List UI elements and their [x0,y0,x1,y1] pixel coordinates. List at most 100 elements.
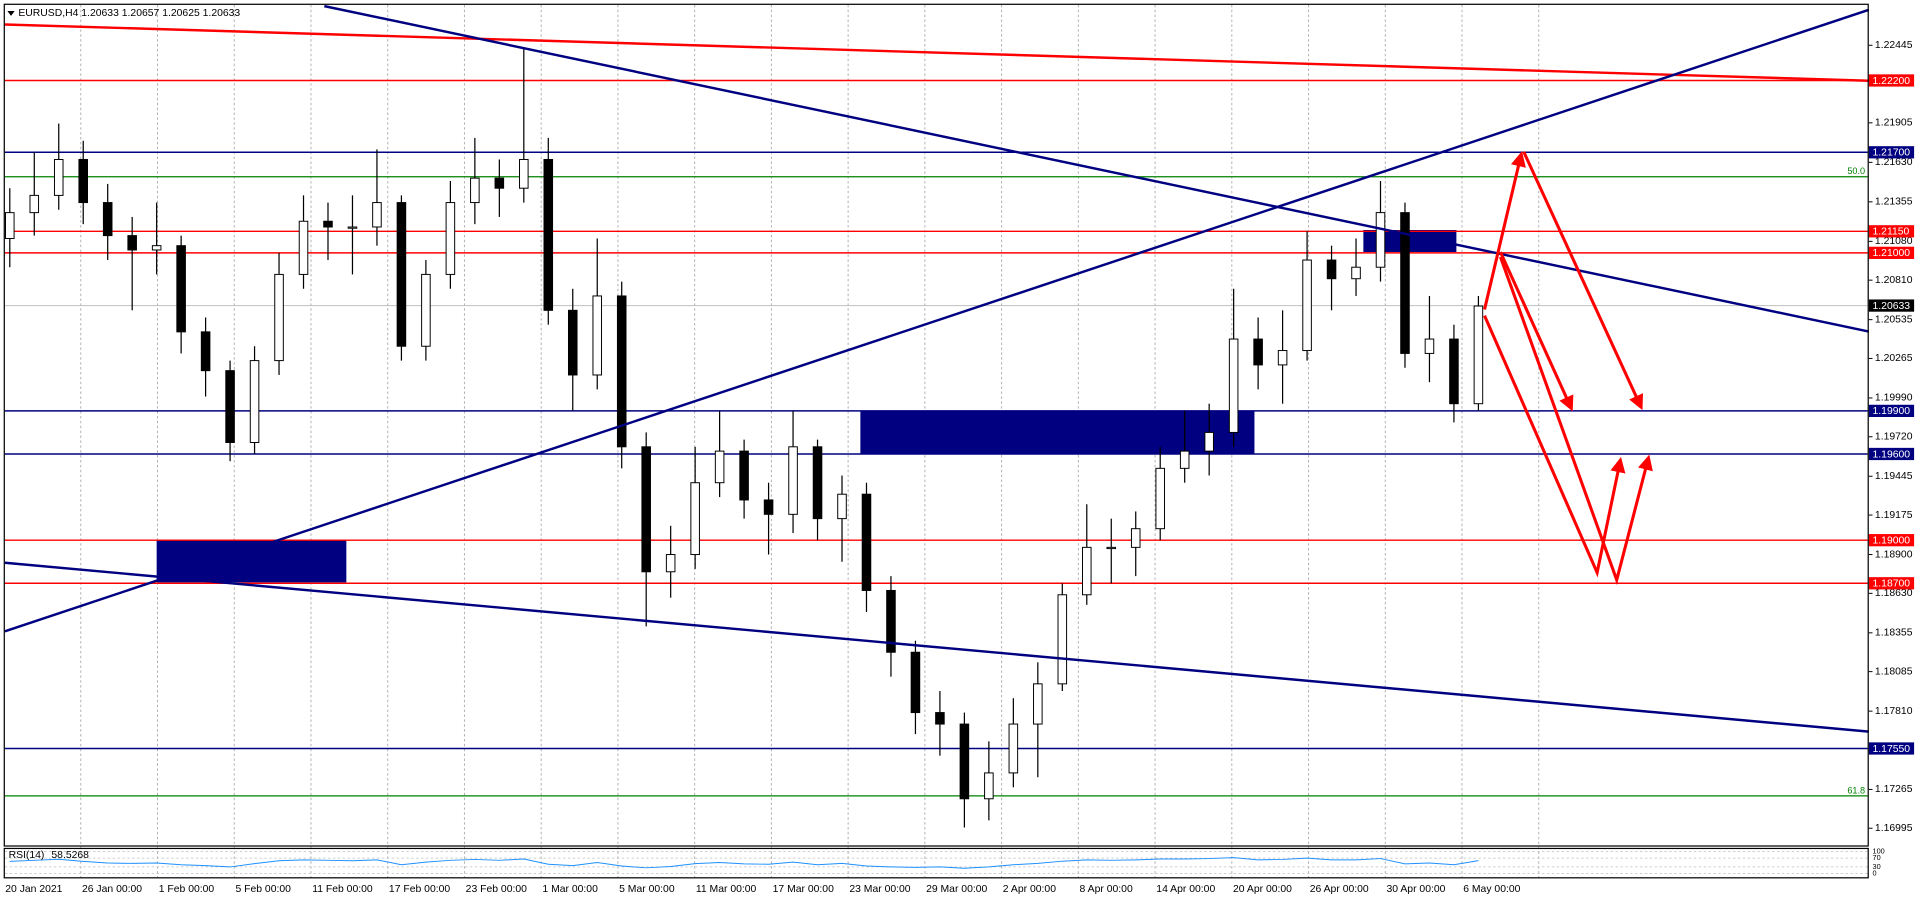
level-tag [1868,742,1915,755]
candle-body [935,712,945,725]
candle-body [29,194,40,214]
level-label: 1.17550 [1872,744,1910,755]
fib-label: 61.8 [1847,785,1865,795]
y-tick-label: 1.20265 [1875,353,1913,364]
level-label: 1.18700 [1872,579,1910,590]
x-tick-label: 8 Apr 00:00 [1080,884,1133,895]
forecast-arrows [1483,151,1653,586]
fib-label: 50.0 [1847,166,1865,176]
supply-zone [1363,230,1457,253]
levels: 50.0 61.8 [4,79,1868,797]
plot-frame [3,3,1869,847]
candle-body [470,177,480,204]
x-tick-label: 6 May 00:00 [1463,884,1520,895]
current-price-tag [1868,299,1915,312]
demand-zone [860,411,1255,454]
y-tick-label: 1.21080 [1875,236,1913,247]
x-tick-label: 30 Apr 00:00 [1387,884,1446,895]
current-price-label: 1.20633 [1872,301,1910,312]
rsi-name: RSI(14) [9,850,45,861]
candle-body [567,309,578,376]
candle-body [616,295,627,448]
level-tag [1868,146,1915,159]
x-tick-label: 20 Apr 00:00 [1233,884,1292,895]
rsi-tick-label: 0 [1872,868,1876,877]
level-label: 1.21000 [1872,248,1910,259]
candle-body [665,554,676,573]
candle-body [176,245,186,333]
candle-body [200,331,211,372]
x-tick-label: 14 Apr 00:00 [1156,884,1215,895]
y-tick-label: 1.19990 [1875,393,1913,404]
candle-body [445,202,456,275]
candle-body [1253,338,1263,366]
rsi-frame [3,847,1869,879]
candle-body [641,446,651,573]
y-tick-label: 1.21355 [1875,197,1913,208]
x-tick-label: 1 Mar 00:00 [542,884,598,895]
candles [5,47,1484,828]
level-label: 1.22200 [1872,76,1910,87]
candle-body [1375,212,1386,268]
candle-body [102,202,113,237]
candle-body [396,202,407,347]
x-tick-label: 23 Mar 00:00 [849,884,910,895]
candle-body [763,499,774,515]
candle-body [861,493,872,591]
candle-body [1228,338,1239,433]
candle-body [690,482,700,556]
y-tick-label: 1.18900 [1875,549,1913,560]
trendline [4,561,1869,733]
arrow [1483,151,1526,310]
menu-icon[interactable] [7,11,15,16]
level-tag [1868,534,1915,547]
candle-body [78,158,88,204]
rsi-value: 58.5268 [51,850,89,861]
candle-body [1351,266,1361,280]
candle-body [1057,594,1068,685]
candle-body [959,723,970,800]
x-tick-label: 20 Jan 2021 [5,884,62,895]
y-tick-label: 1.18085 [1875,666,1913,677]
candle-body [421,273,431,347]
candle-body [1400,212,1410,354]
y-tick-label: 1.19720 [1875,431,1913,442]
candle-body [1082,546,1092,596]
y-tick-label: 1.17265 [1875,784,1913,795]
candle-body [298,220,309,275]
arrow [1499,251,1574,412]
candle-body [1424,338,1435,354]
level-tag [1868,577,1915,590]
candle-body [151,245,162,251]
candle-body [739,450,749,501]
arrow [1483,315,1626,578]
x-tick-label: 17 Mar 00:00 [773,884,834,895]
x-tick-label: 17 Feb 00:00 [389,884,450,895]
y-tick-label: 1.20810 [1875,275,1913,286]
demand-zone [156,539,347,583]
y-tick-label: 1.18355 [1875,628,1913,639]
candle-body [127,235,137,251]
x-tick-label: 5 Feb 00:00 [235,884,291,895]
candle-body [1473,305,1484,405]
rsi-tick-label: 30 [1872,862,1880,871]
candle-body [1326,259,1337,280]
candle-body [5,212,15,239]
x-tick-label: 26 Jan 00:00 [82,884,142,895]
zones [156,230,1457,583]
y-tick-label: 1.18630 [1875,588,1913,599]
candle-body [274,273,284,362]
candle-body [1130,528,1141,548]
x-tick-label: 23 Feb 00:00 [466,884,527,895]
candle-body [543,158,554,311]
candle-body [519,158,529,189]
x-tick-label: 29 Mar 00:00 [926,884,987,895]
candle-body [1204,431,1214,452]
x-tick-label: 5 Mar 00:00 [619,884,675,895]
candle-body [53,158,64,196]
x-tick-label: 11 Feb 00:00 [312,884,373,895]
trendline [324,4,1870,333]
rsi-line [9,857,1479,869]
